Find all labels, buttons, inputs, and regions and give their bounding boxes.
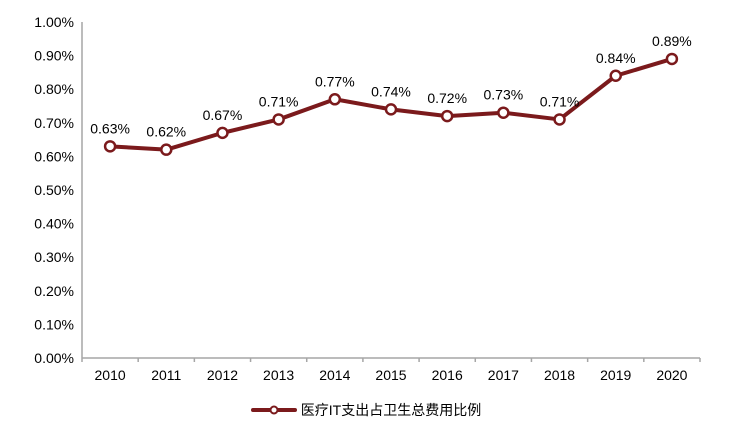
y-tick-label: 0.80% (34, 81, 74, 97)
x-tick-label: 2016 (432, 367, 463, 383)
data-point-marker (160, 143, 173, 156)
data-point-marker (272, 113, 285, 126)
x-tick-label: 2020 (656, 367, 687, 383)
data-point-marker (665, 52, 679, 66)
data-label: 0.73% (484, 87, 524, 103)
y-tick-label: 0.40% (34, 216, 74, 232)
data-point-marker (440, 109, 454, 123)
data-label: 0.63% (90, 120, 130, 136)
x-tick-label: 2011 (151, 367, 181, 383)
y-tick-label: 0.90% (34, 48, 74, 64)
data-label: 0.71% (540, 93, 580, 109)
data-point-marker (216, 126, 229, 140)
data-point-marker (103, 140, 117, 153)
data-label: 0.67% (203, 107, 243, 123)
x-tick-label: 2015 (375, 367, 406, 383)
y-tick-label: 0.70% (34, 115, 74, 131)
legend-line-marker-icon (250, 405, 297, 415)
x-tick-label: 2019 (600, 367, 631, 383)
y-tick-label: 0.10% (34, 316, 74, 332)
x-tick-label: 2013 (263, 367, 294, 383)
data-label: 0.62% (146, 124, 186, 140)
data-label: 0.74% (371, 83, 411, 99)
x-tick-label: 2014 (319, 367, 350, 383)
data-label: 0.72% (427, 90, 467, 106)
x-tick-label: 2018 (544, 367, 575, 383)
x-tick-label: 2017 (488, 367, 519, 383)
data-label: 0.84% (596, 50, 636, 66)
x-tick-label: 2010 (95, 367, 126, 383)
y-tick-label: 0.60% (34, 148, 74, 164)
data-label: 0.71% (259, 93, 299, 109)
y-tick-label: 0.30% (34, 249, 74, 265)
legend-circle-icon (269, 405, 279, 415)
y-tick-label: 0.00% (34, 350, 74, 366)
y-tick-label: 0.50% (34, 182, 74, 198)
x-tick-label: 2012 (207, 367, 238, 383)
data-point-marker (553, 113, 566, 126)
data-point-marker (384, 103, 398, 116)
data-label: 0.89% (652, 33, 692, 49)
data-point-marker (328, 93, 342, 106)
legend-label: 医疗IT支出占卫生总费用比例 (300, 402, 482, 418)
legend: 医疗IT支出占卫生总费用比例 (0, 398, 732, 422)
y-tick-label: 0.20% (34, 283, 74, 299)
data-point-marker (497, 106, 510, 119)
data-point-marker (609, 69, 622, 83)
data-label: 0.77% (315, 73, 355, 89)
y-tick-label: 1.00% (34, 14, 74, 30)
